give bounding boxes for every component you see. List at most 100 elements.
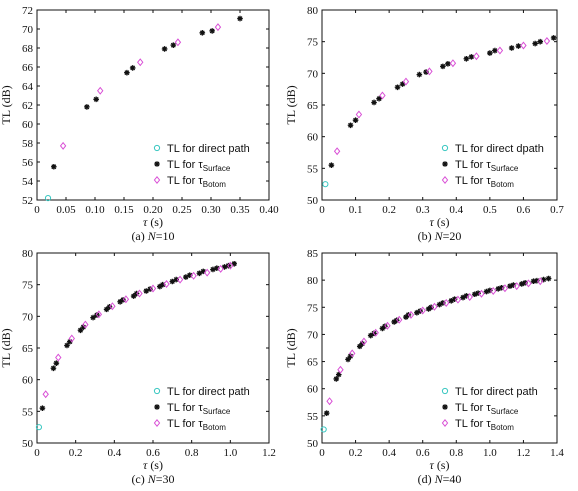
x-tick-label: 1.2 (262, 447, 276, 459)
y-axis-label: TL (dB) (0, 328, 13, 367)
legend-label-direct: TL for direct path (167, 143, 250, 155)
y-tick-label: 56 (22, 157, 34, 169)
marker-surface-p1-1 (442, 161, 448, 167)
series-bottom (42, 261, 234, 399)
x-tick-label: 1.2 (517, 447, 531, 459)
y-tick-label: 55 (307, 411, 319, 423)
legend-label-sub: Botom (203, 423, 226, 432)
marker-bottom-p3-13 (478, 289, 485, 298)
y-tick-label: 70 (22, 24, 34, 36)
caption-rest: =10 (156, 229, 175, 243)
marker-surface-p3-23 (460, 294, 466, 301)
marker-surface-p3-30 (498, 284, 505, 291)
x-tick-label: 0.3 (416, 204, 430, 216)
marker-surface-p2-17 (156, 283, 163, 290)
marker-bottom-p1-4 (426, 67, 433, 76)
x-tick-label: 1.4 (550, 447, 564, 459)
marker-surface-p3-32 (510, 282, 517, 288)
legend-label-bottom: TL for τBotom (455, 175, 514, 189)
marker-surface-p1-7 (416, 71, 423, 78)
legend-label-direct: TL for direct path (167, 386, 250, 398)
marker-bottom-p2-13 (217, 264, 224, 273)
marker-surface-p3-11 (391, 319, 397, 325)
series-surface (51, 15, 243, 170)
x-tick-label: 0.10 (85, 204, 105, 216)
marker-surface-p3-38 (545, 275, 552, 282)
y-tick-label: 50 (307, 438, 319, 450)
legend-label-sub: Botom (203, 180, 226, 189)
marker-surface-p3-21 (448, 297, 455, 304)
x-tick-label: 0.2 (382, 204, 396, 216)
marker-direct-p2-0 (35, 424, 43, 431)
marker-surface-p3-13 (403, 314, 409, 320)
x-axis-label-symbol: τ (430, 215, 435, 229)
caption-prefix: (d) (418, 472, 435, 486)
y-tick-label: 55 (22, 406, 34, 418)
legend-label-direct: TL for direct path (455, 386, 538, 398)
marker-bottom-p0-3 (174, 38, 182, 47)
marker-bottom-p3-8 (419, 306, 426, 315)
marker-bottom-p2-12 (203, 268, 211, 277)
chart-panel-3: 0 0.2 0.4 0.6 0.8 1.0 1.2 1.4 50 55 60 65 70 75 80 85 TL… (284, 248, 564, 486)
marker-surface-p1-11 (463, 55, 470, 62)
x-tick-label: 0.30 (201, 204, 221, 216)
legend-label-bottom: TL for τBotom (167, 418, 226, 432)
y-tick-label: 70 (307, 329, 319, 341)
x-tick-label: 0.6 (146, 447, 160, 459)
x-axis-label: τ (s) (430, 215, 450, 229)
marker-surface-p0-8 (209, 28, 215, 34)
marker-surface-p1-14 (492, 47, 498, 54)
marker-surface-p3-28 (487, 287, 493, 294)
marker-bottom-p1-2 (379, 91, 386, 100)
x-tick-label: 0.8 (185, 447, 199, 459)
marker-surface-p2-24 (200, 268, 207, 275)
x-tick-label: 0.7 (550, 204, 564, 216)
y-tick-label: 65 (22, 343, 34, 355)
marker-surface-p3-35 (530, 278, 537, 285)
marker-direct-p3-0 (320, 426, 327, 433)
caption-var: N (434, 229, 444, 243)
marker-surface-p2-5 (77, 327, 84, 334)
marker-surface-p3-17 (425, 306, 432, 312)
marker-bottom-p1-7 (496, 46, 504, 55)
marker-surface-p1-1 (347, 122, 354, 129)
y-tick-label: 60 (307, 384, 319, 396)
legend-label-surface: TL for τSurface (167, 402, 231, 416)
series-bottom (326, 277, 544, 406)
marker-surface-p3-3 (345, 356, 351, 363)
chart-panel-2: 0 0.2 0.4 0.6 0.8 1.0 1.2 50 55 60 65 70 75 80 TL (dB)… (0, 248, 276, 486)
plot-frame (36, 9, 270, 201)
marker-bottom-p0-2 (153, 175, 161, 185)
caption-var: N (147, 472, 157, 486)
legend-label-sub: Surface (203, 164, 231, 173)
panel-caption: (a) N=10 (131, 229, 174, 243)
marker-bottom-p3-5 (384, 321, 391, 330)
marker-surface-p3-6 (359, 340, 366, 347)
series-direct (35, 424, 43, 431)
legend-label-main: TL for τ (167, 418, 203, 430)
y-tick-label: 60 (307, 132, 319, 144)
marker-surface-p0-9 (237, 15, 243, 22)
marker-surface-p3-20 (440, 300, 446, 306)
caption-prefix: (a) (131, 229, 147, 243)
marker-surface-p1-9 (440, 63, 446, 70)
marker-surface-p2-21 (183, 274, 189, 280)
caption-rest: =20 (443, 229, 462, 243)
marker-surface-p3-37 (540, 276, 547, 283)
marker-bottom-p1-5 (449, 59, 457, 68)
marker-surface-p0-7 (199, 30, 206, 36)
marker-surface-p2-11 (117, 298, 123, 305)
x-axis-label-symbol: τ (143, 458, 148, 472)
panel-caption: (d) N=40 (418, 472, 462, 486)
marker-surface-p0-4 (129, 65, 136, 71)
marker-bottom-p3-9 (431, 302, 438, 311)
marker-surface-p0-1 (154, 161, 160, 167)
marker-surface-p3-19 (436, 301, 443, 308)
marker-surface-p2-27 (221, 264, 228, 270)
x-tick-label: 0.5 (483, 204, 497, 216)
marker-direct-p2-0 (153, 387, 161, 395)
y-tick-label: 54 (22, 176, 34, 188)
marker-bottom-p1-3 (402, 77, 410, 86)
marker-bottom-p2-2 (68, 334, 76, 343)
y-tick-label: 60 (22, 119, 34, 131)
